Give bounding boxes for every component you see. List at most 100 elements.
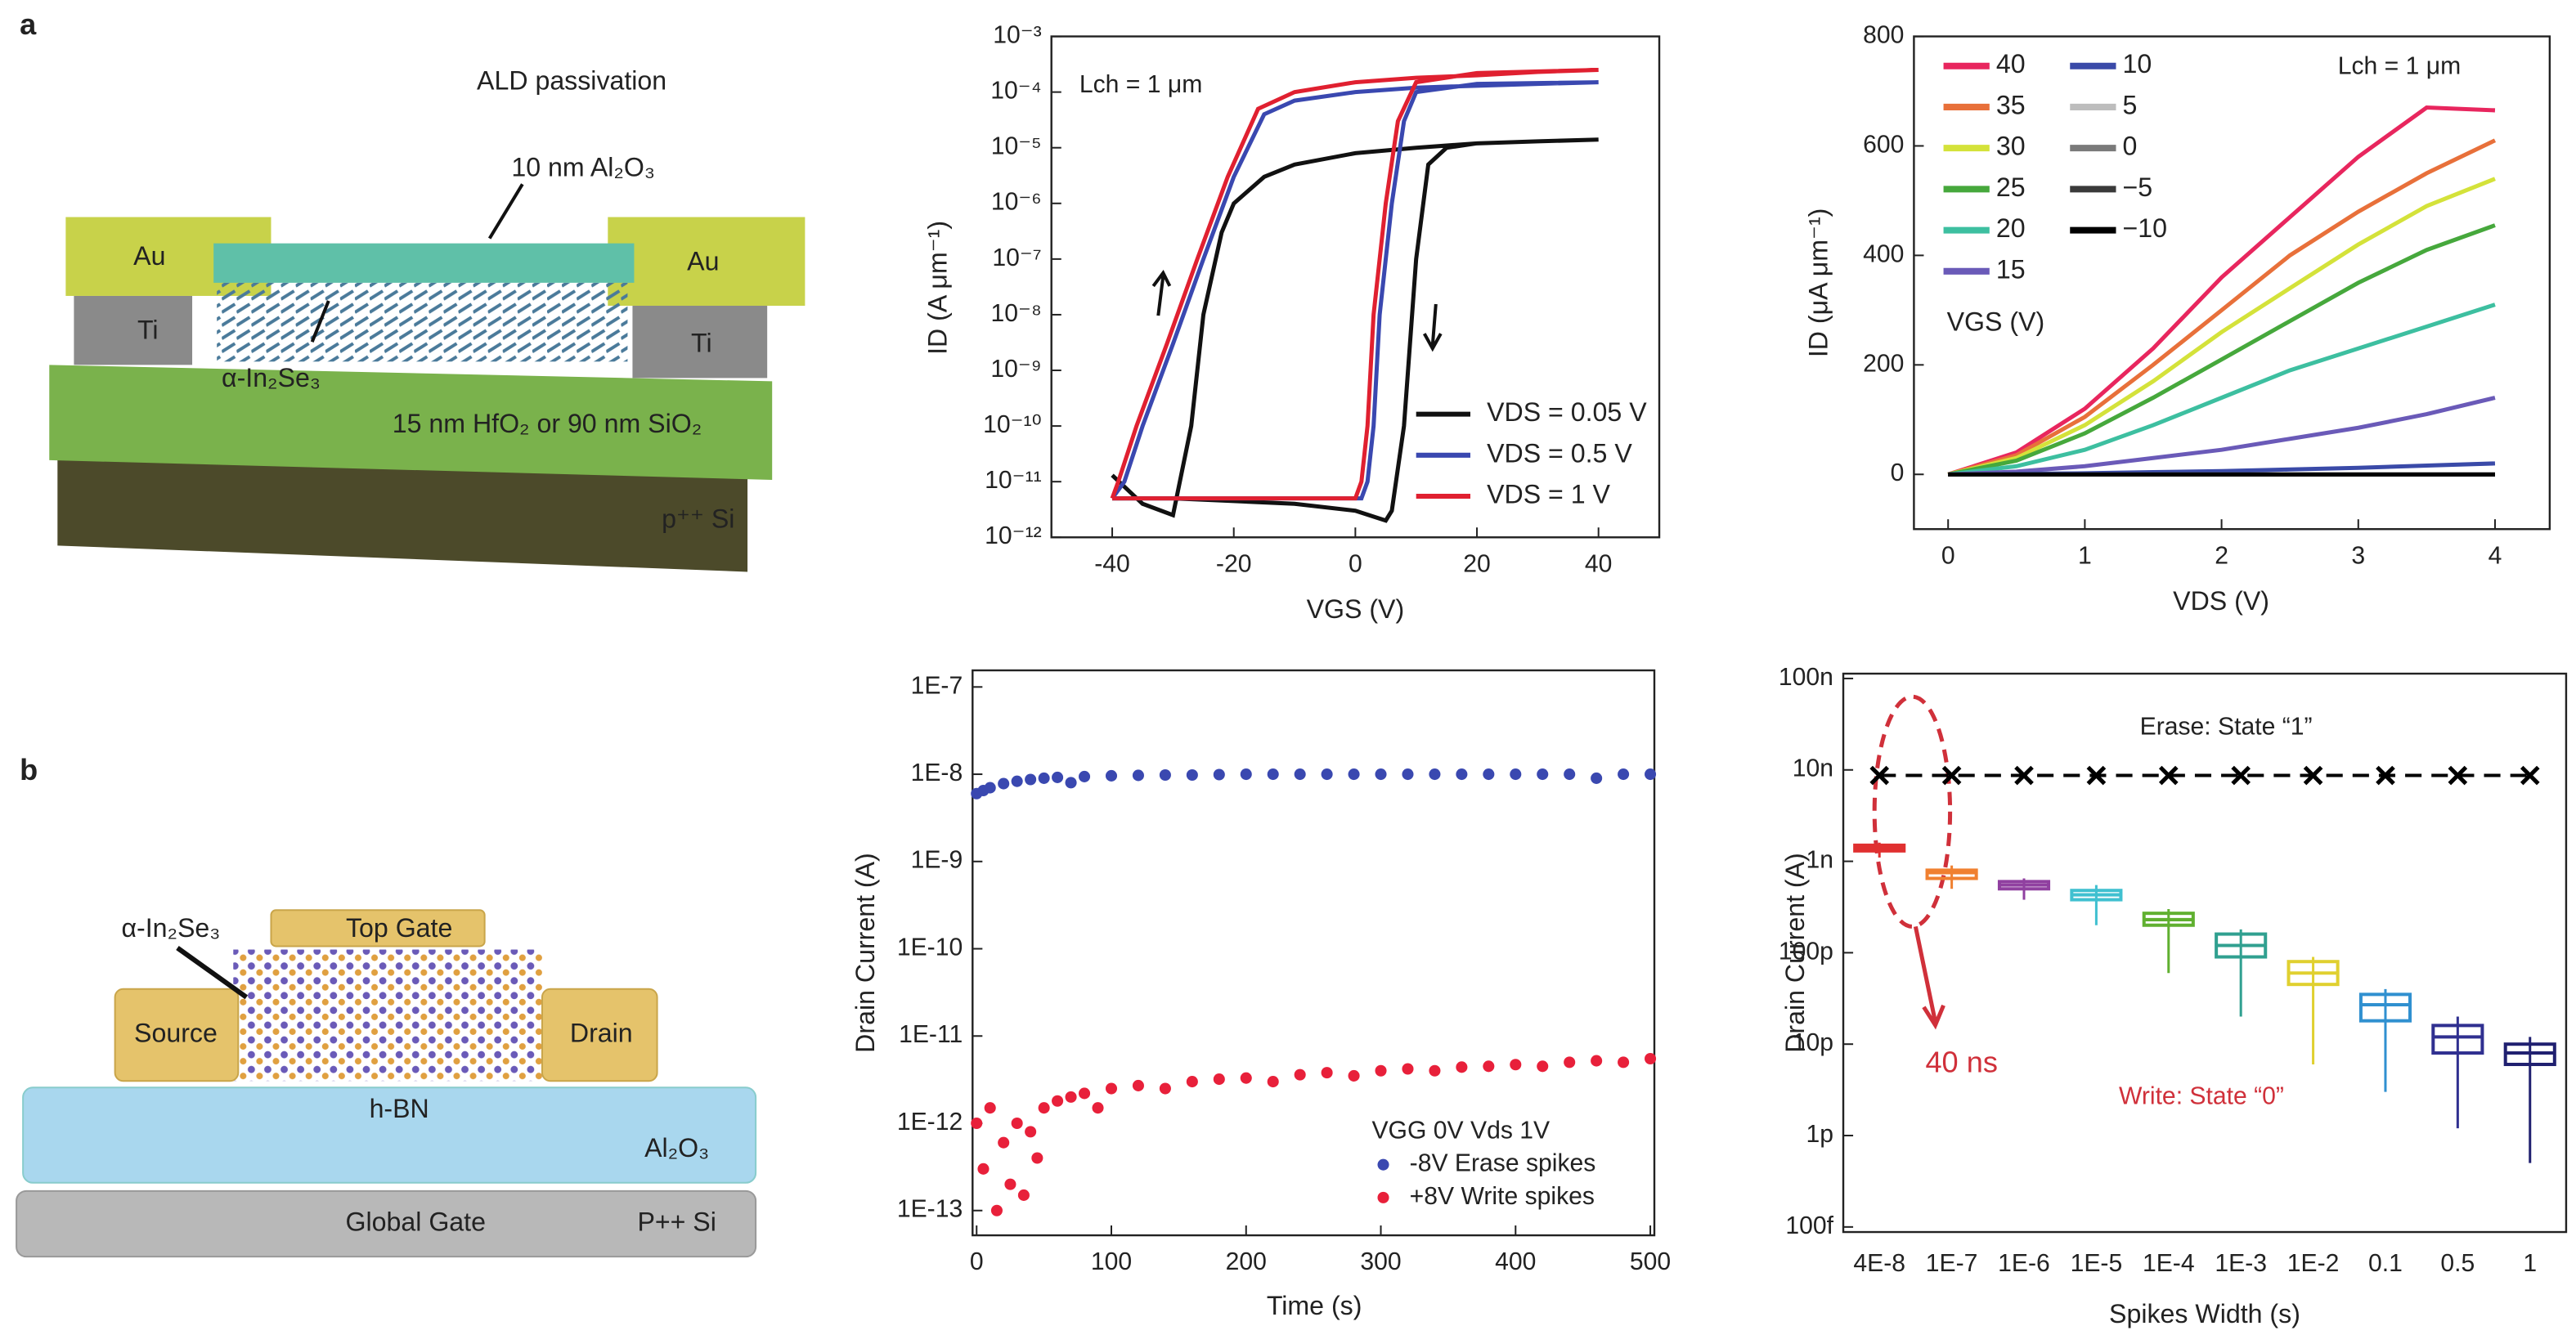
data-point xyxy=(1294,1068,1306,1081)
data-point xyxy=(1591,1055,1603,1067)
data-point xyxy=(1429,768,1441,781)
diagram-label: p⁺⁺ Si xyxy=(662,504,734,534)
annotation: 40 ns xyxy=(1925,1046,1997,1079)
data-point xyxy=(1564,768,1576,781)
data-point xyxy=(1510,1059,1522,1071)
legend-label: VDS = 0.5 V xyxy=(1487,438,1632,468)
legend-label: −10 xyxy=(2123,213,2168,243)
data-point xyxy=(1092,1102,1104,1114)
y-axis-title: Drain Current (A) xyxy=(1780,853,1810,1053)
data-point xyxy=(990,1204,1003,1216)
diagram-label: Ti xyxy=(691,329,712,358)
diagram-label: h-BN xyxy=(370,1094,429,1123)
y-tick-label: 0 xyxy=(1891,459,1905,486)
x-axis-title: Time (s) xyxy=(1267,1291,1362,1320)
y-tick-label: 10⁻⁵ xyxy=(991,133,1042,160)
y-tick-label: 1E-8 xyxy=(911,759,963,786)
data-point xyxy=(1038,1102,1050,1114)
x-tick-label: 1E-2 xyxy=(2287,1250,2340,1277)
data-point xyxy=(1240,768,1252,781)
data-point xyxy=(998,1136,1010,1149)
y-tick-label: 10⁻³ xyxy=(993,21,1041,48)
data-point xyxy=(1065,777,1077,789)
x-tick-label: 1E-5 xyxy=(2071,1250,2123,1277)
diagram-label: Top Gate xyxy=(346,913,452,943)
y-tick-label: 100p xyxy=(1779,938,1833,965)
arrow xyxy=(1422,303,1443,352)
arrow xyxy=(1913,925,1945,1030)
x-tick-label: 0 xyxy=(970,1248,984,1275)
series-line xyxy=(1947,105,2496,477)
erase-marker xyxy=(1869,765,1890,786)
y-axis-title: ID (μA μm⁻¹) xyxy=(1803,208,1833,357)
series-line xyxy=(1947,138,2497,477)
erase-marker xyxy=(2376,765,2395,786)
x-tick-label: 300 xyxy=(1360,1248,1401,1275)
erase-marker xyxy=(2231,765,2251,786)
x-tick-label: 4 xyxy=(2488,542,2502,569)
data-point xyxy=(1038,772,1050,784)
data-point xyxy=(1213,1073,1225,1086)
data-point xyxy=(1031,1152,1043,1164)
series-line xyxy=(1947,177,2496,477)
diagram-label: Au xyxy=(687,246,719,276)
diagram-label: Drain xyxy=(570,1018,633,1047)
data-point xyxy=(1186,1076,1198,1088)
data-point xyxy=(977,1163,990,1175)
data-point xyxy=(1004,1178,1016,1190)
device-a xyxy=(49,183,806,572)
legend-title: VGS (V) xyxy=(1947,307,2045,337)
data-point xyxy=(1348,1069,1360,1082)
y-tick-label: 800 xyxy=(1863,21,1904,48)
erase-marker xyxy=(1941,765,1962,786)
data-point xyxy=(1294,768,1306,781)
y-tick-label: 100n xyxy=(1779,664,1833,691)
data-point xyxy=(1240,1072,1252,1084)
y-axis-title: ID (A μm⁻¹) xyxy=(923,221,953,355)
data-point xyxy=(1510,768,1522,781)
diagram-label: Global Gate xyxy=(346,1207,486,1236)
erase-marker xyxy=(2086,765,2107,786)
data-point xyxy=(1065,1091,1077,1103)
data-point xyxy=(1186,768,1198,782)
x-tick-label: 40 xyxy=(1585,550,1613,577)
data-point xyxy=(1267,768,1279,781)
data-point xyxy=(1645,768,1657,781)
data-point xyxy=(1402,1063,1414,1075)
data-point xyxy=(984,1102,996,1114)
data-point xyxy=(1025,773,1037,786)
data-point xyxy=(1011,775,1023,787)
plot-frame xyxy=(972,669,1656,1237)
legend-title: VGG 0V Vds 1V xyxy=(1371,1117,1550,1144)
annotation: Lch = 1 μm xyxy=(2338,53,2461,80)
erase-marker xyxy=(2520,765,2540,786)
highlight xyxy=(1872,694,1953,929)
y-tick-label: 1E-7 xyxy=(911,672,963,699)
data-point xyxy=(971,1117,983,1130)
annotation: Write: State “0” xyxy=(2119,1082,2284,1109)
annotation: Erase: State “1” xyxy=(2140,713,2313,740)
legend-label: 10 xyxy=(2123,49,2152,78)
x-tick-label: 1E-7 xyxy=(1926,1250,1978,1277)
y-axis-title: Drain Current (A) xyxy=(850,853,880,1053)
device-b xyxy=(16,909,757,1258)
y-tick-label: 100f xyxy=(1785,1212,1833,1239)
data-point xyxy=(1079,770,1091,782)
x-tick-label: 1E-6 xyxy=(1998,1250,2050,1277)
legend-label: 25 xyxy=(1996,172,2026,202)
legend-label: 0 xyxy=(2123,132,2138,161)
x-tick-label: 3 xyxy=(2351,542,2365,569)
data-point xyxy=(1132,769,1144,782)
y-tick-label: 10⁻⁹ xyxy=(990,356,1041,383)
data-point xyxy=(1105,769,1118,782)
data-point xyxy=(1618,768,1630,781)
legend-label: 20 xyxy=(1996,213,2026,243)
data-point xyxy=(1159,1082,1171,1095)
x-tick-label: 2 xyxy=(2215,542,2228,569)
data-point xyxy=(1052,1095,1064,1107)
box xyxy=(2431,1024,2484,1055)
series-line xyxy=(1947,302,2496,477)
legend-label: +8V Write spikes xyxy=(1410,1183,1595,1210)
y-tick-label: 200 xyxy=(1863,350,1904,377)
